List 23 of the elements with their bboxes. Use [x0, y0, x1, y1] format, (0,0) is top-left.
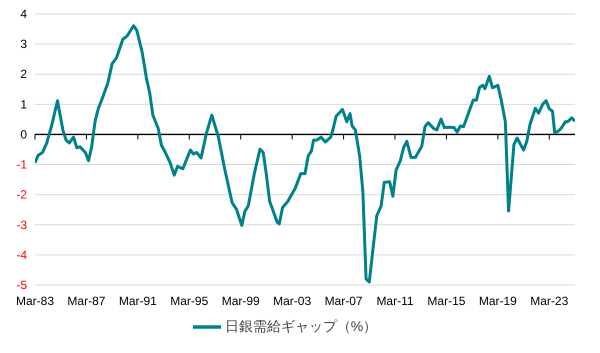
x-tick-label: Mar-19 — [478, 294, 518, 308]
x-tick-label: Mar-03 — [273, 294, 312, 308]
x-tick-label: Mar-99 — [222, 294, 260, 308]
x-tick-label: Mar-95 — [170, 294, 209, 308]
y-tick-label: -4 — [16, 248, 28, 262]
y-tick-label: -2 — [16, 188, 28, 202]
line-series — [35, 24, 575, 284]
x-tick-label: Mar-11 — [376, 294, 414, 308]
y-tick-label: 2 — [20, 67, 28, 82]
x-tick-label: Mar-87 — [67, 294, 106, 308]
x-tick-label: Mar-23 — [530, 294, 569, 308]
y-tick-label: -1 — [16, 158, 28, 172]
x-tick-label: Mar-15 — [427, 294, 466, 308]
y-tick-label: 1 — [20, 97, 28, 112]
legend-label: 日銀需給ギャップ（%） — [224, 318, 378, 334]
y-tick-label: 4 — [20, 7, 28, 21]
y-tick-label: -3 — [16, 218, 28, 232]
y-tick-label: 0 — [20, 127, 28, 142]
x-tick-label: Mar-83 — [16, 294, 54, 308]
x-tick-label: Mar-91 — [118, 294, 158, 308]
y-tick-label: 3 — [20, 37, 28, 52]
x-tick-label: Mar-07 — [324, 294, 363, 308]
y-tick-label: -5 — [16, 278, 28, 292]
